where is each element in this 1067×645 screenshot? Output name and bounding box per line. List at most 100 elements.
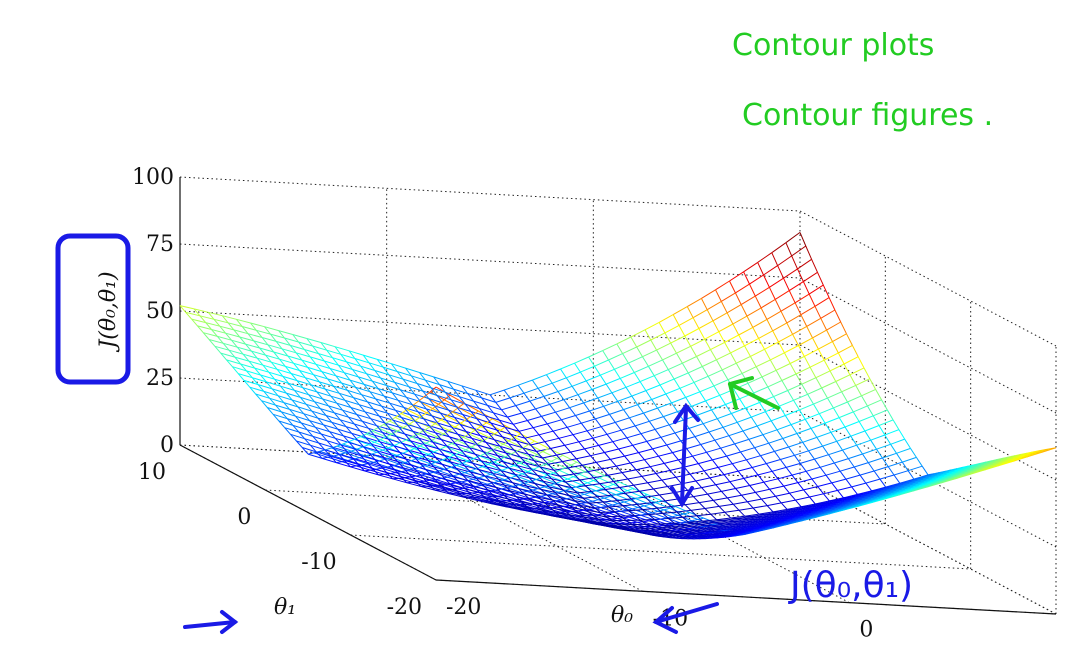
mesh-segment xyxy=(783,352,791,364)
mesh-segment xyxy=(907,486,914,489)
mesh-segment xyxy=(734,534,741,537)
mesh-segment xyxy=(405,367,412,377)
mesh-segment xyxy=(405,458,412,466)
wall-gridline xyxy=(179,176,1057,347)
mesh-segment xyxy=(795,496,810,501)
mesh-segment xyxy=(357,439,364,448)
mesh-segment xyxy=(746,315,754,328)
mesh-segment xyxy=(702,532,709,534)
mesh-segment xyxy=(615,492,622,496)
floor-gridline xyxy=(350,534,971,570)
mesh-segment xyxy=(239,336,246,345)
mesh-segment xyxy=(720,301,728,314)
mesh-segment xyxy=(664,459,679,464)
mesh-segment xyxy=(595,413,610,420)
mesh-segment xyxy=(472,462,488,468)
mesh-segment xyxy=(484,475,499,480)
mesh-segment xyxy=(774,446,789,452)
mesh-segment xyxy=(867,496,874,499)
mesh-segment xyxy=(870,439,877,450)
mesh-segment xyxy=(495,487,503,494)
mesh-segment xyxy=(521,408,536,414)
mesh-segment xyxy=(846,498,853,500)
mesh-segment xyxy=(554,492,562,499)
mesh-segment xyxy=(436,395,444,404)
mesh-segment xyxy=(472,462,479,470)
mesh-segment xyxy=(277,395,285,403)
mesh-segment xyxy=(326,349,341,355)
mesh-segment xyxy=(505,452,513,460)
mesh-segment xyxy=(899,481,906,484)
mesh-segment xyxy=(735,283,750,294)
mesh-segment xyxy=(687,366,703,374)
mesh-segment xyxy=(633,372,641,382)
mesh-segment xyxy=(389,463,404,469)
mesh-segment xyxy=(522,444,530,449)
mesh-segment xyxy=(453,476,460,484)
mesh-segment xyxy=(555,480,563,484)
mesh-segment xyxy=(458,458,473,464)
mesh-segment xyxy=(945,479,952,482)
mesh-segment xyxy=(606,429,622,435)
mesh-segment xyxy=(776,424,792,431)
mesh-segment xyxy=(433,466,449,472)
mesh-segment xyxy=(746,455,761,461)
mesh-segment xyxy=(809,366,817,378)
mesh-segment xyxy=(663,507,670,511)
mesh-segment xyxy=(755,366,763,378)
mesh-segment xyxy=(374,459,382,467)
mesh-segment xyxy=(473,486,488,491)
mesh-segment xyxy=(815,370,831,379)
mesh-segment xyxy=(226,359,241,365)
mesh-segment xyxy=(619,487,626,494)
mesh-segment xyxy=(570,486,577,490)
mesh-segment xyxy=(319,450,334,457)
mesh-segment xyxy=(657,510,673,518)
mesh-segment xyxy=(337,428,344,437)
mesh-segment xyxy=(656,507,664,514)
mesh-segment xyxy=(546,493,553,496)
mesh-segment xyxy=(958,472,965,475)
mesh-segment xyxy=(729,280,736,294)
mesh-segment xyxy=(587,480,594,484)
mesh-segment xyxy=(758,330,773,339)
mesh-segment xyxy=(499,445,515,451)
mesh-segment xyxy=(786,314,802,324)
mesh-segment xyxy=(789,355,805,364)
mesh-segment xyxy=(537,474,552,480)
mesh-segment xyxy=(336,402,352,408)
mesh-segment xyxy=(891,484,898,487)
mesh-segment xyxy=(251,350,266,356)
mesh-segment xyxy=(454,416,469,423)
mesh-segment xyxy=(429,425,436,434)
mesh-segment xyxy=(730,352,737,364)
mesh-segment xyxy=(873,495,880,498)
mesh-segment xyxy=(754,530,761,533)
mesh-segment xyxy=(711,409,718,419)
mesh-segment xyxy=(465,488,480,493)
mesh-segment xyxy=(408,450,423,458)
mesh-segment xyxy=(526,490,542,497)
z-tick-label: 50 xyxy=(146,299,174,324)
mesh-segment xyxy=(580,505,595,509)
mesh-segment xyxy=(810,516,817,519)
mesh-segment xyxy=(414,448,429,455)
mesh-segment xyxy=(856,439,871,446)
mesh-segment xyxy=(408,448,415,452)
mesh-segment xyxy=(766,319,774,332)
mesh-segment xyxy=(841,391,848,403)
mesh-segment xyxy=(725,404,732,414)
mesh-segment xyxy=(358,464,365,472)
mesh-segment xyxy=(722,427,730,436)
mesh-segment xyxy=(956,466,964,470)
mesh-segment xyxy=(907,465,923,472)
mesh-segment xyxy=(604,448,619,453)
mesh-segment xyxy=(220,352,235,358)
mesh-segment xyxy=(724,511,732,519)
mesh-segment xyxy=(937,472,944,475)
mesh-segment xyxy=(330,455,345,461)
mesh-segment xyxy=(319,381,326,390)
mesh-segment xyxy=(540,488,547,496)
mesh-segment xyxy=(368,444,383,451)
mesh-segment xyxy=(768,442,775,452)
